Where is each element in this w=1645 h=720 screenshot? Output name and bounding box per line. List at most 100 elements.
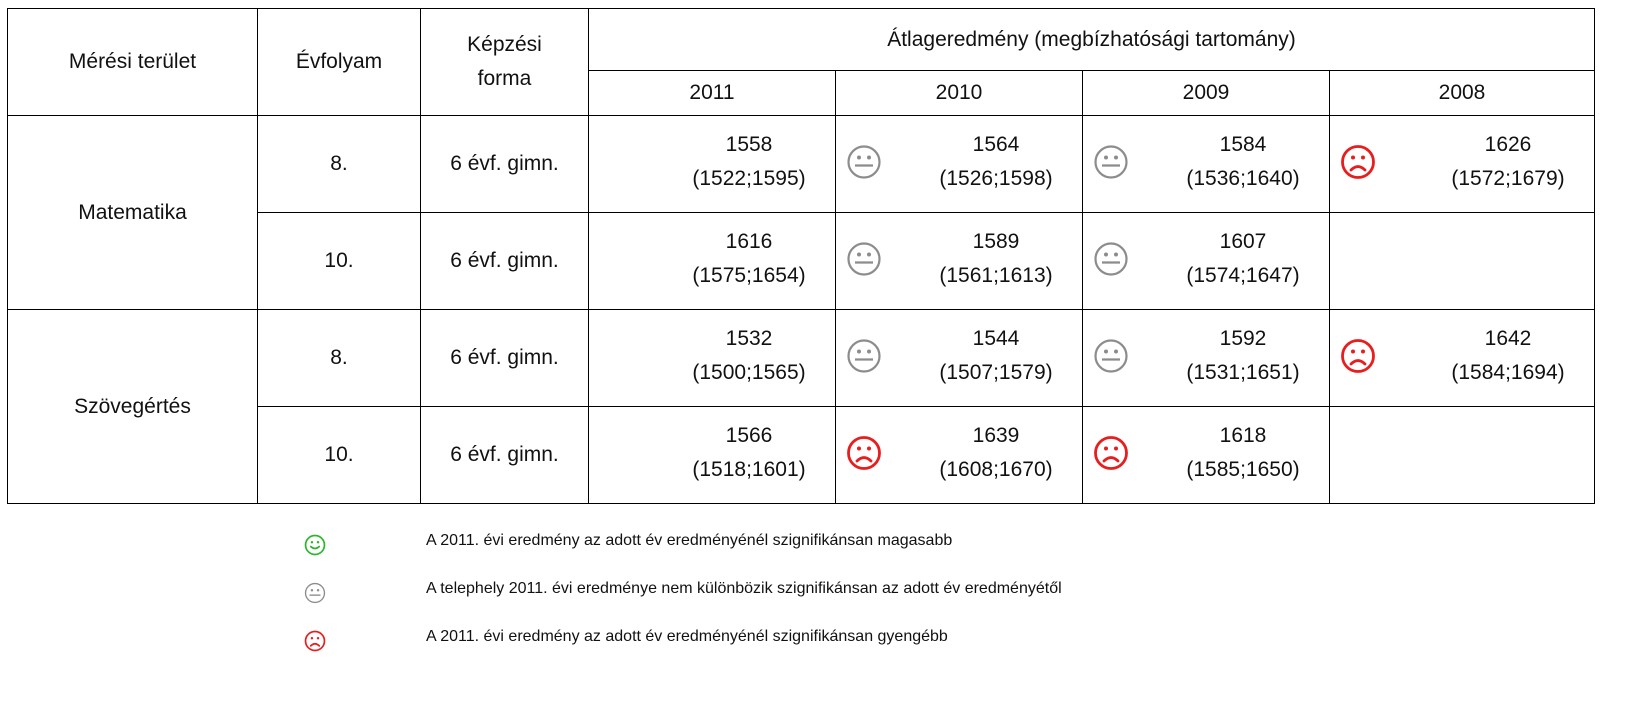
mean-value: 1566 — [725, 424, 773, 447]
confidence-interval: (1526;1598) — [939, 167, 1053, 190]
result-cell-content: 1566 (1518;1601) — [589, 407, 835, 503]
confidence-interval: (1585;1650) — [1186, 458, 1300, 481]
mean-value: 1558 — [725, 133, 773, 156]
grade-cell: 10. — [257, 406, 421, 504]
neutral-face-icon — [1093, 144, 1129, 180]
header-result: Átlageredmény (megbízhatósági tartomány) — [588, 8, 1595, 71]
result-value-block: 1607 (1574;1647) — [1163, 225, 1323, 293]
result-cell-content: 1589 (1561;1613) — [836, 213, 1082, 309]
table-body: Matematika 8. 6 évf. gimn. 1558 (1522;1595) 1… — [7, 115, 1595, 504]
result-cell: 1566 (1518;1601) — [588, 406, 836, 504]
confidence-interval: (1507;1579) — [939, 361, 1053, 384]
mean-value: 1584 — [1219, 133, 1267, 156]
result-cell-content: 1558 (1522;1595) — [589, 116, 835, 212]
result-cell-content: 1639 (1608;1670) — [836, 407, 1082, 503]
result-cell: 1639 (1608;1670) — [835, 406, 1083, 504]
result-cell: 1544 (1507;1579) — [835, 309, 1083, 407]
header-year-2009: 2009 — [1082, 70, 1330, 116]
mean-value: 1564 — [972, 133, 1020, 156]
neutral-face-icon — [1093, 338, 1129, 374]
mean-value: 1626 — [1484, 133, 1532, 156]
form-cell: 6 évf. gimn. — [420, 406, 589, 504]
result-cell — [1329, 406, 1595, 504]
result-cell-content — [1330, 213, 1594, 309]
result-value-block: 1616 (1575;1654) — [669, 225, 829, 293]
neutral-face-icon — [846, 338, 882, 374]
result-value-block: 1584 (1536;1640) — [1163, 128, 1323, 196]
mean-value: 1607 — [1219, 230, 1267, 253]
confidence-interval: (1518;1601) — [692, 458, 806, 481]
result-cell: 1642 (1584;1694) — [1329, 309, 1595, 407]
sad-face-icon — [1340, 144, 1376, 180]
result-value-block: 1564 (1526;1598) — [916, 128, 1076, 196]
result-cell-content: 1607 (1574;1647) — [1083, 213, 1329, 309]
result-cell: 1564 (1526;1598) — [835, 115, 1083, 213]
result-cell — [1329, 212, 1595, 310]
table-row: 10. 6 évf. gimn. 1566 (1518;1601) 1639 (1608;… — [8, 406, 1595, 504]
confidence-interval: (1608;1670) — [939, 458, 1053, 481]
form-cell: 6 évf. gimn. — [420, 115, 589, 213]
result-cell-content: 1616 (1575;1654) — [589, 213, 835, 309]
header-year-2011: 2011 — [588, 70, 836, 116]
header-grade: Évfolyam — [257, 8, 421, 116]
header-year-2010: 2010 — [835, 70, 1083, 116]
legend-text: A 2011. évi eredmény az adott év eredmén… — [426, 532, 953, 549]
confidence-interval: (1536;1640) — [1186, 167, 1300, 190]
mean-value: 1589 — [972, 230, 1020, 253]
table-row: Matematika 8. 6 évf. gimn. 1558 (1522;1595) 1… — [7, 115, 1595, 310]
mean-value: 1592 — [1219, 327, 1267, 350]
legend-item: A 2011. évi eredmény az adott év eredmén… — [0, 532, 1645, 574]
grade-cell: 8. — [257, 309, 421, 407]
confidence-interval: (1572;1679) — [1451, 167, 1565, 190]
result-cell-content: 1584 (1536;1640) — [1083, 116, 1329, 212]
mean-value: 1618 — [1219, 424, 1267, 447]
result-value-block: 1532 (1500;1565) — [669, 322, 829, 390]
table-row: 10. 6 évf. gimn. 1616 (1575;1654) 1589 (1561;… — [8, 212, 1595, 310]
result-value-block: 1544 (1507;1579) — [916, 322, 1076, 390]
confidence-interval: (1522;1595) — [692, 167, 806, 190]
result-value-block: 1592 (1531;1651) — [1163, 322, 1323, 390]
result-cell: 1592 (1531;1651) — [1082, 309, 1330, 407]
mean-value: 1642 — [1484, 327, 1532, 350]
confidence-interval: (1531;1651) — [1186, 361, 1300, 384]
results-table: Mérési terület Évfolyam Képzési forma Át… — [7, 8, 1595, 504]
header-form: Képzési forma — [420, 8, 589, 116]
result-value-block: 1618 (1585;1650) — [1163, 419, 1323, 487]
legend-item: A telephely 2011. évi eredménye nem külö… — [0, 580, 1645, 622]
confidence-interval: (1561;1613) — [939, 264, 1053, 287]
confidence-interval: (1574;1647) — [1186, 264, 1300, 287]
neutral-face-icon — [846, 241, 882, 277]
area-cell: Matematika — [7, 115, 258, 310]
mean-value: 1544 — [972, 327, 1020, 350]
grade-cell: 8. — [257, 115, 421, 213]
result-cell-content: 1618 (1585;1650) — [1083, 407, 1329, 503]
result-cell: 1532 (1500;1565) — [588, 309, 836, 407]
result-value-block: 1626 (1572;1679) — [1428, 128, 1588, 196]
sad-face-icon — [304, 630, 326, 652]
legend-text: A telephely 2011. évi eredménye nem külö… — [426, 580, 1062, 597]
form-cell: 6 évf. gimn. — [420, 212, 589, 310]
result-cell: 1607 (1574;1647) — [1082, 212, 1330, 310]
sad-face-icon — [1093, 435, 1129, 471]
result-value-block: 1558 (1522;1595) — [669, 128, 829, 196]
result-cell: 1589 (1561;1613) — [835, 212, 1083, 310]
result-cell-content: 1532 (1500;1565) — [589, 310, 835, 406]
grade-cell: 10. — [257, 212, 421, 310]
mean-value: 1616 — [725, 230, 773, 253]
header-form-label: Képzési forma — [467, 33, 542, 90]
result-cell-content — [1330, 407, 1594, 503]
table-row: Szövegértés 8. 6 évf. gimn. 1532 (1500;1565)… — [7, 309, 1595, 504]
result-cell-content: 1564 (1526;1598) — [836, 116, 1082, 212]
result-value-block: 1642 (1584;1694) — [1428, 322, 1588, 390]
sad-face-icon — [1340, 338, 1376, 374]
confidence-interval: (1500;1565) — [692, 361, 806, 384]
neutral-face-icon — [1093, 241, 1129, 277]
header-area: Mérési terület — [7, 8, 258, 116]
result-cell: 1626 (1572;1679) — [1329, 115, 1595, 213]
result-value-block: 1566 (1518;1601) — [669, 419, 829, 487]
result-cell: 1618 (1585;1650) — [1082, 406, 1330, 504]
result-cell-content: 1544 (1507;1579) — [836, 310, 1082, 406]
confidence-interval: (1575;1654) — [692, 264, 806, 287]
result-cell-content: 1626 (1572;1679) — [1330, 116, 1594, 212]
result-cell: 1558 (1522;1595) — [588, 115, 836, 213]
